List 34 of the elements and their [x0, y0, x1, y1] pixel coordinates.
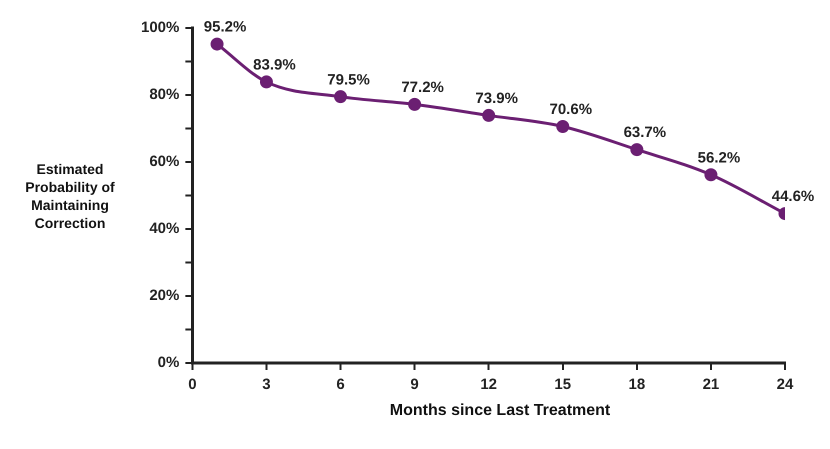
data-label: 44.6%: [772, 188, 814, 206]
y-tick-label: 0%: [158, 354, 180, 372]
point: [556, 120, 570, 133]
x-tick-label: 12: [480, 376, 498, 394]
x-tick-label: 6: [336, 376, 345, 394]
x-tick-label: 15: [554, 376, 572, 394]
x-tick-label: 0: [188, 376, 197, 394]
data-label: 56.2%: [698, 149, 740, 166]
x-tick-label: 18: [628, 376, 646, 394]
data-label: 70.6%: [549, 101, 592, 118]
point: [260, 75, 273, 88]
data-label: 95.2%: [204, 18, 246, 36]
x-axis-title: Months since Last Treatment: [388, 402, 612, 420]
y-axis-title: Estimated Probability of Maintaining Correction: [24, 160, 116, 232]
x-tick-label: 3: [262, 376, 271, 394]
point: [482, 108, 496, 122]
point: [210, 38, 224, 51]
y-tick-label: 80%: [149, 86, 180, 104]
point: [408, 98, 422, 111]
x-tick-label: 9: [410, 376, 419, 394]
data-label: 77.2%: [401, 79, 444, 96]
point: [704, 168, 718, 182]
y-tick-label: 60%: [149, 153, 180, 170]
data-label: 73.9%: [475, 90, 518, 108]
x-tick-label: 21: [702, 376, 720, 394]
data-label: 79.5%: [327, 71, 370, 88]
x-tick-label: 24: [776, 376, 794, 394]
data-label: 63.7%: [624, 124, 666, 142]
y-tick-label: 20%: [149, 287, 180, 304]
y-tick-label: 100%: [140, 19, 180, 36]
point: [630, 143, 644, 156]
y-tick-label: 40%: [149, 220, 180, 238]
point: [334, 90, 348, 104]
data-label: 83.9%: [253, 56, 296, 74]
